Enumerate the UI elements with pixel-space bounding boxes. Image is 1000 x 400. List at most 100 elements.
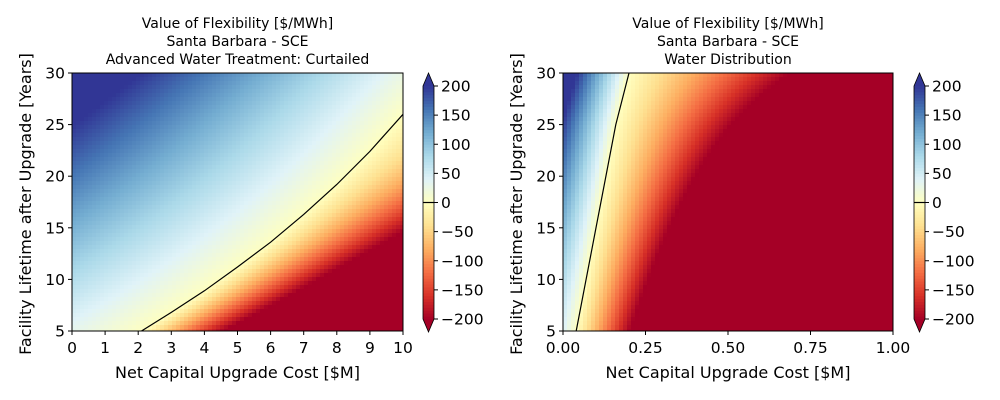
heatmap-cell bbox=[92, 205, 97, 210]
heatmap-cell bbox=[96, 153, 101, 158]
heatmap-cell bbox=[88, 137, 93, 142]
heatmap-cell bbox=[176, 237, 181, 242]
heatmap-cell bbox=[236, 169, 241, 174]
heatmap-cell bbox=[336, 113, 341, 118]
heatmap-cell bbox=[324, 157, 329, 162]
heatmap-cell bbox=[372, 209, 377, 214]
heatmap-cell bbox=[328, 121, 333, 126]
heatmap-cell bbox=[192, 289, 197, 294]
heatmap-cell bbox=[136, 265, 141, 270]
heatmap-cell bbox=[232, 285, 237, 290]
heatmap-cell bbox=[220, 241, 225, 246]
heatmap-cell bbox=[348, 153, 353, 158]
heatmap-cell bbox=[284, 77, 289, 82]
heatmap-cell bbox=[148, 229, 153, 234]
heatmap-cell bbox=[276, 189, 281, 194]
heatmap-cell bbox=[316, 169, 321, 174]
heatmap-cell bbox=[164, 293, 169, 298]
heatmap-cell bbox=[96, 189, 101, 194]
heatmap-cell bbox=[124, 133, 129, 138]
heatmap-cell bbox=[324, 221, 329, 226]
heatmap-cell bbox=[320, 73, 325, 78]
heatmap-cell bbox=[328, 233, 333, 238]
heatmap-cell bbox=[228, 141, 233, 146]
heatmap-cell bbox=[396, 109, 401, 114]
heatmap-cell bbox=[100, 249, 105, 254]
heatmap-cell bbox=[312, 285, 317, 290]
heatmap-cell bbox=[384, 289, 389, 294]
heatmap-cell bbox=[392, 269, 397, 274]
heatmap-cell bbox=[176, 281, 181, 286]
heatmap-cell bbox=[96, 201, 101, 206]
heatmap-cell bbox=[152, 209, 157, 214]
heatmap-cell bbox=[340, 277, 345, 282]
heatmap-cell bbox=[320, 193, 325, 198]
heatmap-cell bbox=[148, 209, 153, 214]
heatmap-cell bbox=[312, 129, 317, 134]
heatmap-cell bbox=[208, 273, 213, 278]
heatmap-cell bbox=[312, 81, 317, 86]
heatmap-cell bbox=[380, 73, 385, 78]
heatmap-cell bbox=[320, 241, 325, 246]
heatmap-cell bbox=[280, 73, 285, 78]
heatmap-cell bbox=[344, 273, 349, 278]
heatmap-cell bbox=[256, 297, 261, 302]
heatmap-cell bbox=[328, 261, 333, 266]
heatmap-cell bbox=[268, 249, 273, 254]
heatmap-cell bbox=[316, 257, 321, 262]
heatmap-cell bbox=[236, 117, 241, 122]
heatmap-cell bbox=[104, 125, 109, 130]
heatmap-cell bbox=[140, 173, 145, 178]
heatmap-cell bbox=[304, 185, 309, 190]
heatmap-cell bbox=[124, 301, 129, 306]
heatmap-cell bbox=[172, 133, 177, 138]
heatmap-cell bbox=[280, 301, 285, 306]
heatmap-cell bbox=[180, 121, 185, 126]
heatmap-cell bbox=[332, 253, 337, 258]
heatmap-cell bbox=[264, 121, 269, 126]
heatmap-cell bbox=[376, 241, 381, 246]
heatmap-cell bbox=[120, 153, 125, 158]
heatmap-cell bbox=[176, 145, 181, 150]
heatmap-cell bbox=[400, 209, 404, 214]
heatmap-cell bbox=[88, 269, 93, 274]
heatmap-cell bbox=[208, 145, 213, 150]
heatmap-cell bbox=[352, 221, 357, 226]
heatmap-cell bbox=[88, 157, 93, 162]
heatmap-cell bbox=[188, 157, 193, 162]
heatmap-cell bbox=[380, 129, 385, 134]
heatmap-cell bbox=[392, 145, 397, 150]
heatmap-cell bbox=[268, 245, 273, 250]
heatmap-cell bbox=[208, 197, 213, 202]
heatmap-cell bbox=[384, 253, 389, 258]
heatmap-cell bbox=[388, 157, 393, 162]
heatmap-cell bbox=[168, 185, 173, 190]
heatmap-cell bbox=[300, 121, 305, 126]
heatmap-cell bbox=[352, 181, 357, 186]
heatmap-cell bbox=[76, 85, 81, 90]
heatmap-cell bbox=[232, 133, 237, 138]
heatmap-cell bbox=[112, 233, 117, 238]
heatmap-cell bbox=[388, 161, 393, 166]
heatmap-cell bbox=[384, 89, 389, 94]
heatmap-cell bbox=[392, 81, 397, 86]
heatmap-cell bbox=[72, 233, 77, 238]
heatmap-cell bbox=[148, 201, 153, 206]
heatmap-cell bbox=[260, 89, 265, 94]
heatmap-cell bbox=[256, 245, 261, 250]
heatmap-cell bbox=[180, 137, 185, 142]
heatmap-cell bbox=[320, 149, 325, 154]
heatmap-cell bbox=[108, 257, 113, 262]
heatmap-cell bbox=[320, 105, 325, 110]
heatmap-cell bbox=[148, 253, 153, 258]
heatmap-cell bbox=[176, 89, 181, 94]
heatmap-cell bbox=[352, 269, 357, 274]
heatmap-cell bbox=[104, 93, 109, 98]
heatmap-cell bbox=[376, 301, 381, 306]
heatmap-cell bbox=[116, 217, 121, 222]
heatmap-cell bbox=[136, 293, 141, 298]
heatmap-cell bbox=[188, 289, 193, 294]
heatmap-cell bbox=[252, 257, 257, 262]
heatmap-cell bbox=[196, 229, 201, 234]
heatmap-cell bbox=[164, 165, 169, 170]
